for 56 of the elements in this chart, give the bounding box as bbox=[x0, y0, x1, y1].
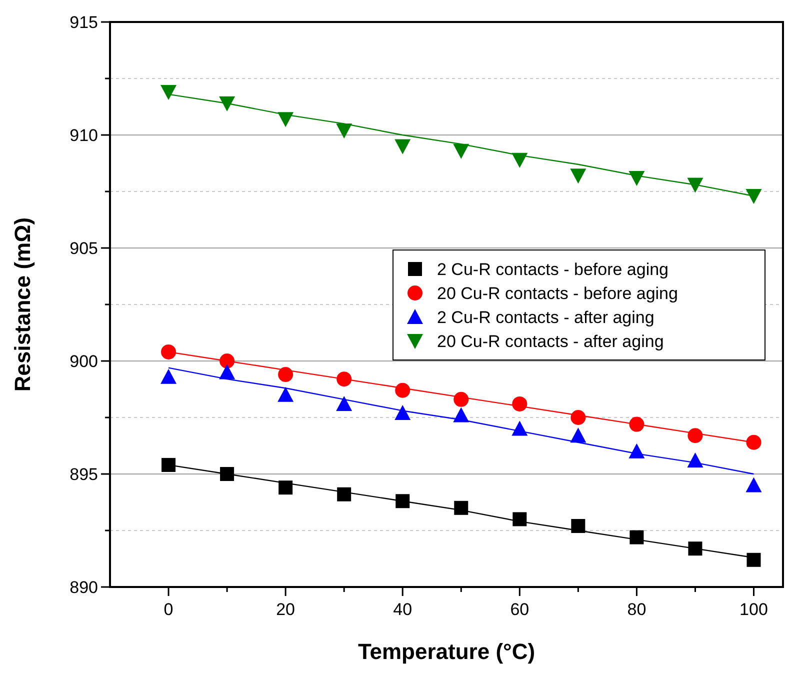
x-tick-label: 0 bbox=[164, 600, 174, 619]
point bbox=[746, 477, 762, 492]
y-tick-label: 915 bbox=[70, 13, 98, 32]
point bbox=[746, 189, 762, 204]
point bbox=[570, 410, 586, 425]
point bbox=[396, 494, 410, 508]
point bbox=[278, 480, 293, 495]
legend-label: 2 Cu-R contacts - before aging bbox=[437, 260, 669, 279]
point bbox=[336, 372, 352, 387]
point bbox=[219, 364, 236, 380]
x-tick-label: 100 bbox=[740, 600, 768, 619]
x-tick-label: 60 bbox=[510, 600, 530, 619]
y-tick-label: 890 bbox=[70, 578, 98, 597]
x-axis-title: Temperature (°C) bbox=[358, 639, 536, 664]
y-tick-label: 895 bbox=[70, 465, 98, 484]
point bbox=[336, 123, 352, 138]
x-tick-label: 20 bbox=[276, 600, 296, 619]
legend-label: 20 Cu-R contacts - after aging bbox=[437, 332, 664, 351]
point bbox=[336, 396, 352, 411]
point bbox=[688, 428, 703, 444]
point bbox=[746, 434, 762, 450]
x-tick-label: 80 bbox=[627, 600, 646, 619]
point bbox=[160, 85, 177, 100]
point bbox=[570, 428, 586, 443]
point bbox=[512, 512, 527, 526]
point bbox=[160, 368, 177, 384]
point bbox=[570, 168, 586, 184]
point bbox=[628, 443, 645, 458]
legend-label: 2 Cu-R contacts - after aging bbox=[437, 308, 654, 327]
point bbox=[278, 367, 294, 382]
point bbox=[688, 542, 702, 556]
point bbox=[161, 344, 176, 360]
x-tick-label: 40 bbox=[393, 600, 412, 619]
legend-label: 20 Cu-R contacts - before aging bbox=[437, 284, 678, 303]
point bbox=[454, 500, 468, 515]
point bbox=[394, 404, 411, 420]
y-axis-title: Resistance (mΩ) bbox=[10, 217, 35, 392]
point bbox=[220, 467, 234, 481]
point bbox=[746, 552, 761, 567]
point bbox=[162, 458, 176, 472]
point bbox=[687, 452, 704, 468]
point bbox=[337, 487, 352, 502]
point bbox=[278, 386, 294, 402]
point bbox=[453, 144, 470, 159]
point bbox=[454, 392, 469, 407]
point bbox=[629, 416, 644, 432]
y-tick-label: 910 bbox=[70, 126, 98, 145]
y-tick-label: 905 bbox=[70, 239, 98, 258]
point bbox=[630, 530, 644, 544]
point bbox=[395, 382, 410, 398]
point bbox=[394, 139, 411, 154]
y-tick-label: 900 bbox=[70, 352, 98, 371]
point bbox=[512, 420, 528, 436]
point bbox=[512, 396, 528, 412]
point bbox=[687, 178, 704, 193]
point bbox=[571, 518, 586, 533]
